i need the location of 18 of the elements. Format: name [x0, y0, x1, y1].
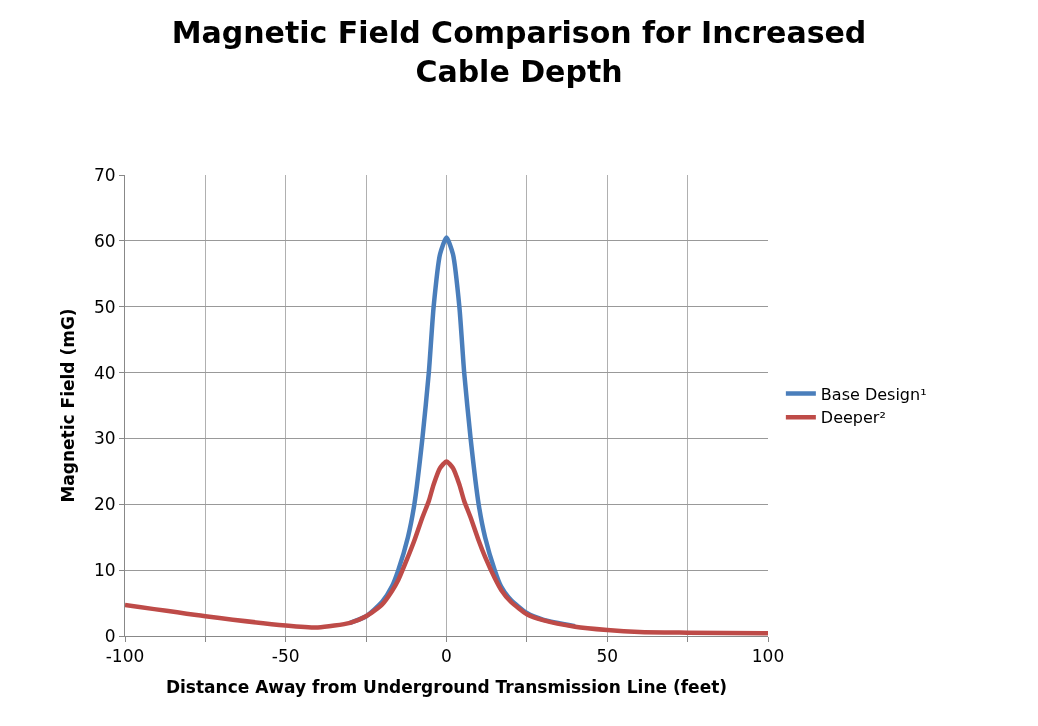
y-axis-title: Magnetic Field (mG)	[57, 308, 78, 503]
x-tick-label: 100	[751, 646, 785, 667]
y-tick-label: 50	[93, 296, 116, 317]
legend-label: Base Design¹	[820, 384, 927, 404]
y-tick-label: 10	[93, 560, 116, 581]
y-tick-label: 40	[93, 362, 116, 383]
y-tick-label: 60	[93, 230, 116, 251]
y-tick-label: 30	[93, 428, 116, 449]
chart-title: Magnetic Field Comparison for Increased Cable Depth	[171, 15, 867, 90]
x-tick-label: -50	[271, 646, 300, 667]
x-tick-label: 50	[596, 646, 619, 667]
x-tick-label: 0	[441, 646, 452, 667]
legend-label: Deeper²	[820, 408, 886, 428]
y-tick-label: 0	[104, 625, 116, 646]
x-axis-title: Distance Away from Underground Transmission Line (feet)	[165, 676, 728, 697]
x-tick-label: -100	[105, 646, 145, 667]
y-tick-label: 70	[93, 164, 116, 185]
y-tick-label: 20	[93, 494, 116, 515]
